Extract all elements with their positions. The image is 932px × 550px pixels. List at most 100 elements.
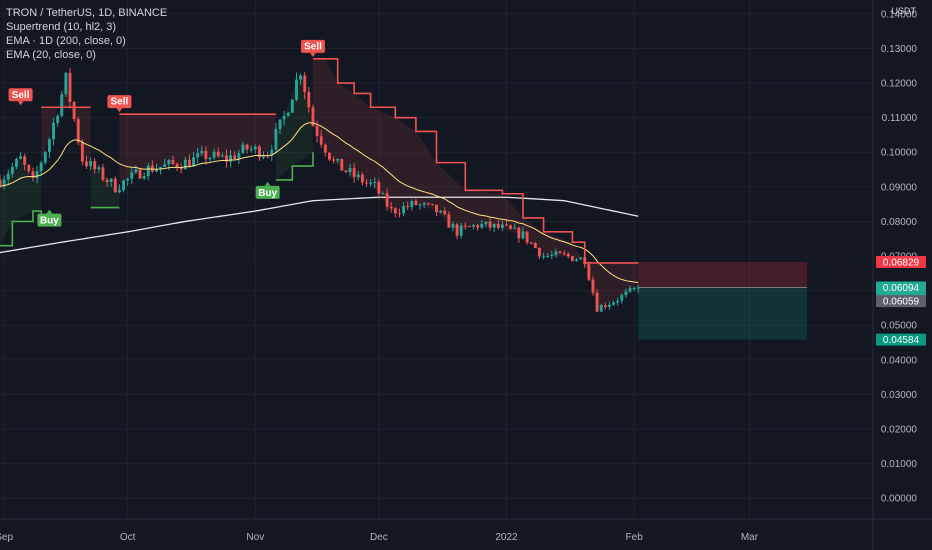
time-axis[interactable]: Sep Oct Nov Dec 2022 Feb Mar (0, 532, 759, 543)
signal-label: Buy (40, 216, 59, 227)
price-tick-label: 0.04000 (881, 355, 918, 366)
candle-up (422, 201, 426, 209)
candle-up (480, 220, 484, 229)
candle-body (196, 153, 200, 158)
candle-body (430, 203, 434, 205)
candle-body (299, 75, 303, 80)
candle-down (430, 203, 434, 206)
legend-ema20[interactable]: EMA (20, close, 0) (6, 49, 96, 61)
candle-down (517, 226, 521, 243)
candle-up (60, 91, 64, 118)
candle-body (344, 170, 348, 173)
candle-up (192, 151, 195, 167)
candle-down (80, 139, 84, 166)
candle-body (286, 112, 290, 117)
candle-body (229, 155, 233, 162)
candle-body (315, 126, 319, 137)
candle-up (521, 226, 525, 240)
candle-body (468, 226, 471, 228)
candle-body (356, 174, 360, 178)
candle-up (599, 303, 603, 312)
signal-pointer (17, 101, 24, 106)
candle-up (286, 111, 290, 117)
candle-body (443, 210, 447, 215)
candle-down (414, 198, 418, 206)
candle-body (245, 144, 249, 150)
candle-down (558, 250, 562, 254)
candle-up (290, 99, 294, 113)
candle-up (6, 169, 10, 184)
candle-down (587, 261, 591, 281)
candle-body (192, 157, 195, 167)
candle-down (591, 276, 595, 296)
candle-body (513, 227, 517, 229)
candle-body (97, 167, 101, 170)
candle-up (56, 113, 60, 127)
candle-body (10, 166, 14, 174)
legend-ema200[interactable]: EMA · 1D (200, close, 0) (6, 35, 126, 47)
candle-body (418, 204, 422, 206)
candle-down (352, 163, 356, 183)
candle-up (636, 284, 640, 293)
candle-body (402, 206, 405, 214)
candle-body (389, 206, 393, 209)
candle-down (187, 154, 191, 168)
candle-down (360, 172, 364, 186)
legend-supertrend[interactable]: Supertrend (10, hl2, 3) (6, 21, 117, 33)
candle-down (340, 158, 344, 171)
candle-down (455, 222, 459, 240)
candle-up (373, 177, 377, 189)
price-tag-bg (876, 333, 926, 346)
candle-down (332, 156, 335, 164)
candle-up (43, 151, 47, 165)
sell-signal: Sell (107, 95, 132, 113)
signal-pointer (46, 209, 53, 214)
candle-body (249, 149, 253, 151)
candle-body (336, 158, 340, 161)
candle-body (31, 171, 35, 179)
indicator-legend: TRON / TetherUS, 1D, BINANCE Supertrend … (6, 6, 167, 62)
candle-body (56, 115, 60, 123)
candle-body (459, 225, 463, 236)
candle-body (307, 91, 311, 108)
time-tick-label: Nov (246, 532, 264, 543)
position-box[interactable] (638, 261, 808, 340)
candle-down (566, 252, 570, 259)
legend-symbol[interactable]: TRON / TetherUS, 1D, BINANCE (6, 7, 168, 19)
candle-body (204, 150, 208, 160)
candle-body (146, 165, 150, 177)
candle-body (237, 152, 241, 160)
price-tag-bg (876, 255, 926, 268)
candle-down (397, 208, 401, 218)
candle-body (142, 176, 146, 179)
candle-body (517, 227, 521, 239)
price-tick-label: 0.09000 (881, 182, 918, 193)
candle-body (439, 210, 443, 213)
candle-up (369, 179, 373, 187)
price-tag: 0.04584 (876, 333, 926, 346)
candle-body (225, 155, 228, 162)
buy-signal: Buy (255, 181, 280, 199)
sell-signal: Sell (300, 39, 325, 57)
candle-down (529, 241, 533, 245)
candle-up (612, 300, 616, 306)
candle-down (31, 167, 35, 182)
candle-down (393, 207, 397, 218)
signal-badge (37, 213, 62, 227)
price-tick-label: 0.14000 (881, 9, 918, 20)
candle-body (130, 172, 134, 179)
candle-down (150, 160, 154, 174)
candle-up (249, 145, 253, 153)
candle-up (579, 256, 583, 260)
candle-up (632, 286, 636, 292)
price-tick-label: 0.12000 (881, 79, 918, 90)
price-tag-bg (876, 281, 926, 294)
price-tick-label: 0.01000 (881, 459, 918, 470)
candle-body (636, 287, 640, 289)
candle-up (554, 248, 558, 258)
ema20-path (0, 122, 639, 284)
candle-down (562, 250, 566, 256)
candle-up (381, 191, 385, 195)
candle-body (455, 224, 459, 236)
